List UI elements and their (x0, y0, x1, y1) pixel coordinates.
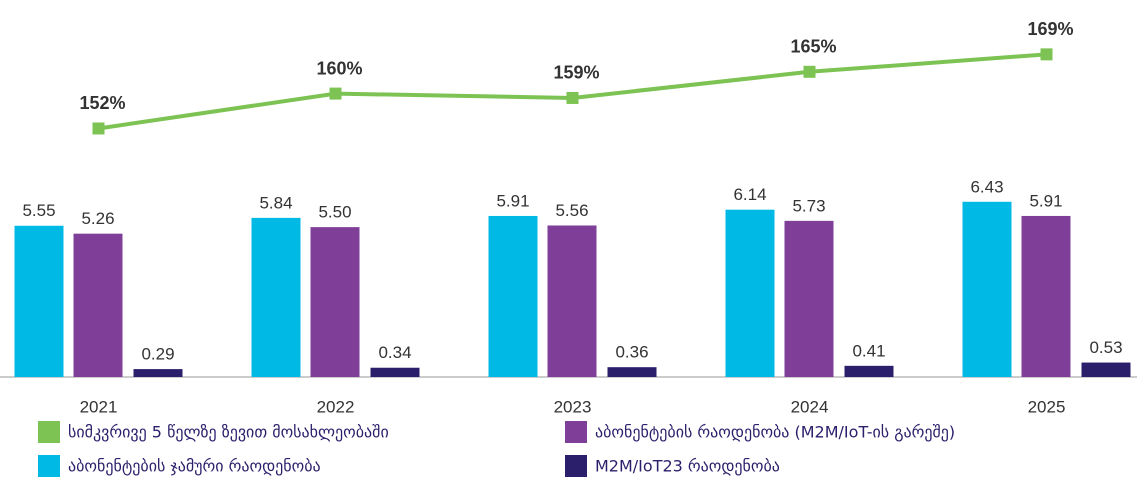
legend-label: აბონენტების რაოდენობა (M2M/IoT-ის გარეშე… (595, 423, 955, 442)
x-tick-label: 2023 (554, 397, 592, 416)
data-label: 169% (1027, 19, 1073, 39)
legend-swatch (565, 455, 587, 477)
bar (962, 201, 1012, 377)
data-label: 5.73 (792, 196, 825, 215)
data-label: 0.53 (1089, 338, 1122, 357)
legend-swatch (38, 455, 60, 477)
data-label: 5.91 (496, 191, 529, 210)
x-tick-label: 2024 (791, 397, 829, 416)
bar (251, 217, 301, 377)
bar (1081, 362, 1131, 377)
data-label: 5.26 (81, 209, 114, 228)
legend-swatch (565, 421, 587, 443)
data-label: 6.43 (970, 177, 1003, 196)
data-label: 5.91 (1029, 191, 1062, 210)
bar (725, 209, 775, 377)
data-label: 5.56 (555, 201, 588, 220)
legend-swatch (38, 421, 60, 443)
bar (844, 365, 894, 377)
x-tick-label: 2021 (80, 397, 118, 416)
data-label: 5.55 (22, 201, 55, 220)
bar (547, 225, 597, 377)
bar (1021, 215, 1071, 377)
data-label: 0.34 (378, 343, 411, 362)
legend-label: აბონენტების ჯამური რაოდენობა (68, 457, 321, 476)
bar (73, 233, 123, 377)
data-label: 5.50 (318, 203, 351, 222)
bar (310, 227, 360, 377)
data-label: 0.36 (615, 343, 648, 362)
line-point (803, 65, 816, 78)
bar (370, 367, 420, 377)
bar (133, 369, 183, 377)
data-label: 165% (790, 37, 836, 57)
bar (488, 215, 538, 377)
legend-label: სიმკვრივე 5 წელზე ზევით მოსახლეობაში (68, 423, 389, 442)
bar (607, 367, 657, 377)
data-label: 5.84 (259, 193, 292, 212)
data-label: 6.14 (733, 185, 766, 204)
legend-label: M2M/IoT23 რაოდენობა (595, 457, 780, 476)
data-label: 152% (79, 93, 125, 113)
line-point (92, 122, 105, 135)
bar (784, 220, 834, 377)
x-tick-label: 2022 (317, 397, 355, 416)
data-label: 159% (553, 63, 599, 83)
data-label: 160% (316, 58, 362, 78)
line-point (1040, 48, 1053, 61)
data-label: 0.29 (141, 345, 174, 364)
bar (14, 225, 64, 377)
x-tick-label: 2025 (1028, 397, 1066, 416)
line-point (329, 87, 342, 100)
line-point (566, 91, 579, 104)
data-label: 0.41 (852, 341, 885, 360)
